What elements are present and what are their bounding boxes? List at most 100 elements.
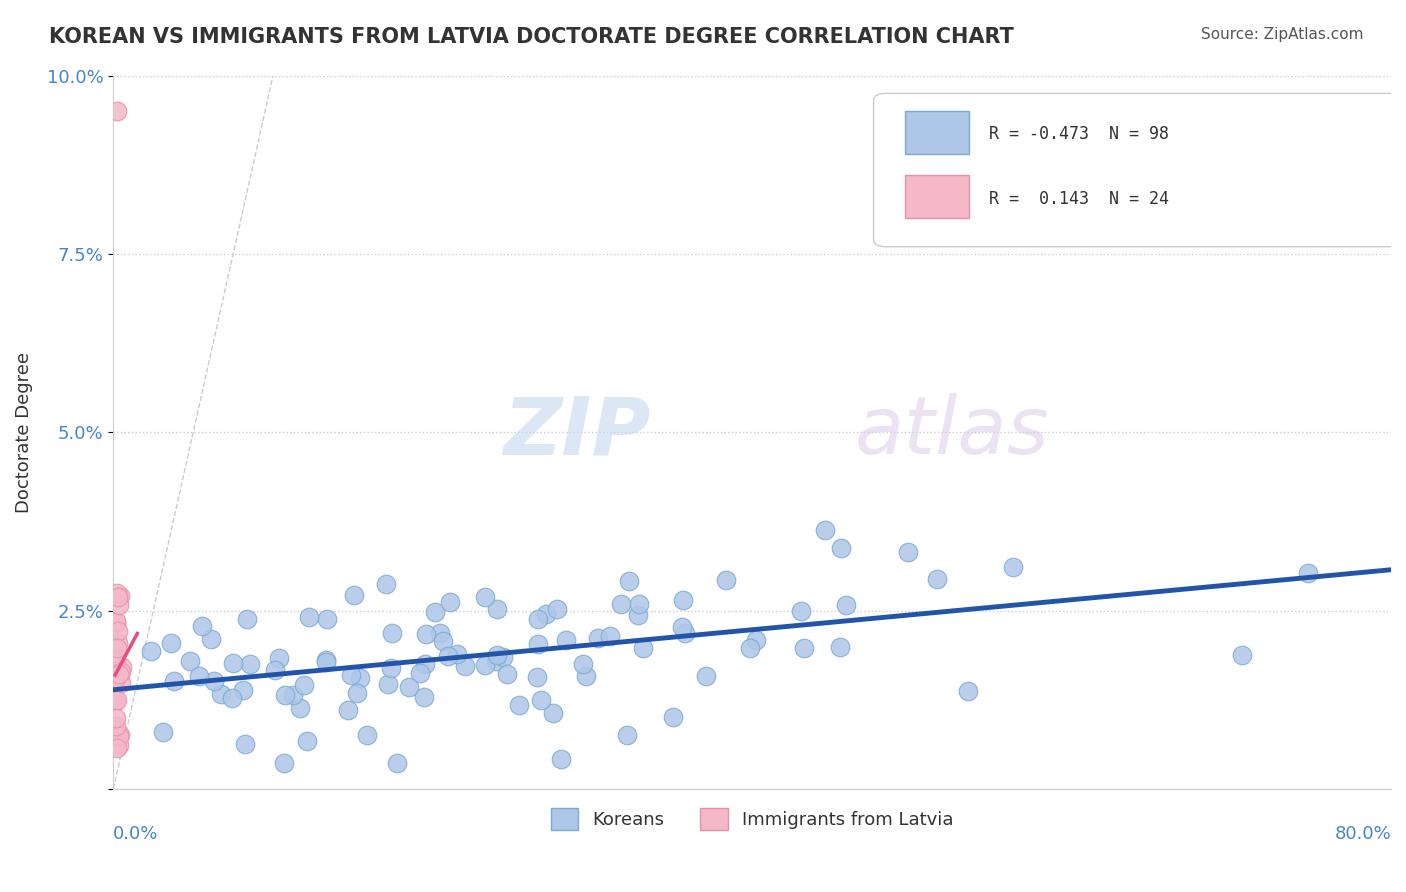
Point bbox=[105, 740, 128, 755]
Point bbox=[599, 629, 621, 643]
Point bbox=[202, 674, 225, 689]
Point bbox=[187, 668, 209, 682]
Point bbox=[446, 647, 468, 661]
Point bbox=[110, 676, 132, 690]
Point bbox=[381, 625, 404, 640]
Point bbox=[530, 692, 553, 706]
Point bbox=[298, 610, 321, 624]
Point bbox=[274, 688, 297, 702]
Point bbox=[139, 643, 162, 657]
Point bbox=[485, 653, 508, 667]
Point bbox=[232, 683, 254, 698]
Y-axis label: Doctorate Degree: Doctorate Degree bbox=[15, 351, 32, 513]
Point bbox=[107, 636, 129, 650]
Text: R = -0.473  N = 98: R = -0.473 N = 98 bbox=[988, 126, 1168, 144]
Point bbox=[152, 725, 174, 739]
Point bbox=[626, 607, 648, 622]
Point bbox=[315, 655, 337, 669]
Point bbox=[485, 602, 508, 616]
Point bbox=[104, 719, 127, 733]
Point bbox=[486, 648, 509, 663]
Point bbox=[346, 685, 368, 699]
Point bbox=[110, 665, 132, 680]
Point bbox=[695, 669, 717, 683]
Point bbox=[413, 690, 436, 704]
Point bbox=[273, 756, 295, 771]
Bar bbox=[905, 112, 969, 154]
Point bbox=[343, 588, 366, 602]
Point bbox=[616, 728, 638, 742]
Point bbox=[337, 703, 360, 717]
Point bbox=[716, 574, 738, 588]
Point bbox=[281, 688, 304, 702]
Point bbox=[555, 633, 578, 648]
Point bbox=[380, 661, 402, 675]
Point bbox=[105, 586, 128, 600]
Point bbox=[200, 632, 222, 647]
Point bbox=[349, 671, 371, 685]
Point bbox=[160, 636, 183, 650]
Point bbox=[534, 607, 557, 621]
Point bbox=[610, 597, 633, 611]
Point bbox=[108, 738, 131, 752]
Point bbox=[429, 626, 451, 640]
Point bbox=[107, 624, 129, 638]
Point bbox=[104, 673, 127, 687]
Point bbox=[105, 641, 128, 656]
Point bbox=[432, 634, 454, 648]
Point bbox=[162, 674, 184, 689]
Point bbox=[437, 649, 460, 664]
Point bbox=[572, 657, 595, 671]
Text: R =  0.143  N = 24: R = 0.143 N = 24 bbox=[988, 190, 1168, 208]
Point bbox=[105, 104, 128, 119]
Text: Source: ZipAtlas.com: Source: ZipAtlas.com bbox=[1201, 27, 1364, 42]
Point bbox=[662, 710, 685, 724]
Point bbox=[222, 657, 245, 671]
Point bbox=[267, 651, 290, 665]
Point bbox=[454, 658, 477, 673]
Point bbox=[527, 637, 550, 651]
Point bbox=[474, 590, 496, 604]
Point bbox=[340, 668, 363, 682]
Point bbox=[297, 734, 319, 748]
Text: 0.0%: 0.0% bbox=[114, 824, 159, 843]
FancyBboxPatch shape bbox=[873, 94, 1403, 247]
Point bbox=[108, 598, 131, 612]
Point bbox=[738, 641, 761, 656]
Point bbox=[409, 665, 432, 680]
Point bbox=[104, 653, 127, 667]
Point bbox=[474, 657, 496, 672]
Point bbox=[377, 677, 399, 691]
Legend: Koreans, Immigrants from Latvia: Koreans, Immigrants from Latvia bbox=[544, 800, 960, 837]
Text: 80.0%: 80.0% bbox=[1334, 824, 1391, 843]
Point bbox=[550, 752, 572, 766]
Point bbox=[1296, 566, 1319, 580]
Point bbox=[835, 598, 858, 612]
Point bbox=[387, 756, 409, 770]
Point bbox=[586, 632, 609, 646]
Point bbox=[541, 706, 564, 720]
Point bbox=[105, 693, 128, 707]
Point bbox=[745, 633, 768, 648]
Point bbox=[633, 640, 655, 655]
Point bbox=[105, 614, 128, 628]
Point bbox=[105, 616, 128, 631]
Point bbox=[617, 574, 640, 589]
Point bbox=[111, 660, 134, 674]
Text: ZIP: ZIP bbox=[502, 393, 650, 471]
Point bbox=[398, 681, 420, 695]
Point bbox=[107, 590, 129, 604]
Point bbox=[546, 602, 568, 616]
Point bbox=[672, 592, 695, 607]
Point bbox=[356, 728, 378, 742]
Point bbox=[105, 711, 128, 725]
Point bbox=[671, 620, 693, 634]
Point bbox=[813, 524, 835, 538]
Point bbox=[108, 666, 131, 681]
Point bbox=[957, 684, 980, 698]
Point bbox=[239, 657, 262, 672]
Point bbox=[209, 687, 232, 701]
Point bbox=[108, 728, 131, 742]
Point bbox=[627, 597, 650, 611]
Point bbox=[104, 694, 127, 708]
